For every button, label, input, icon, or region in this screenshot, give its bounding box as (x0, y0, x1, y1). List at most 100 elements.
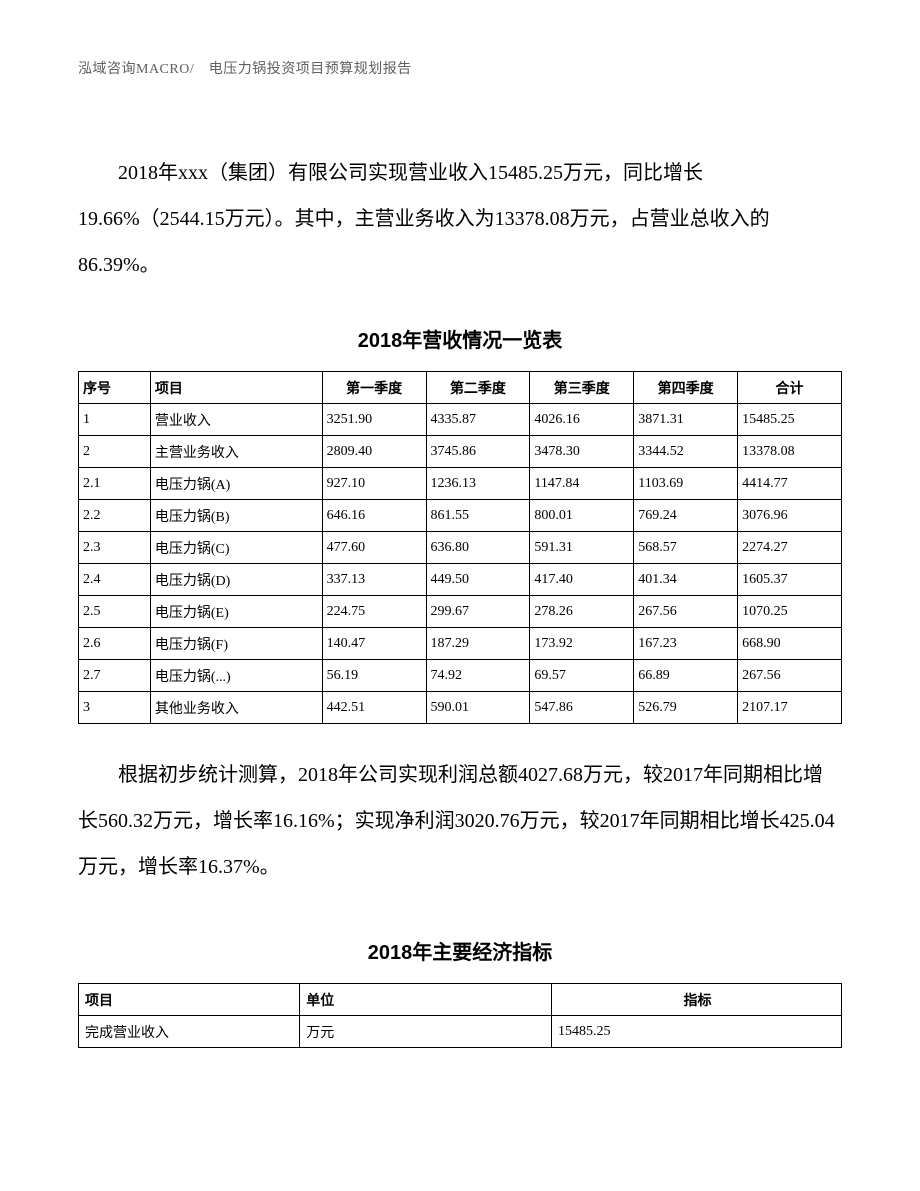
revenue-table-body: 1营业收入3251.904335.874026.163871.3115485.2… (79, 404, 842, 724)
table-row: 1营业收入3251.904335.874026.163871.3115485.2… (79, 404, 842, 436)
table-cell: 2.3 (79, 532, 151, 564)
table-cell: 800.01 (530, 500, 634, 532)
table-cell: 电压力锅(C) (150, 532, 322, 564)
table-cell: 15485.25 (738, 404, 842, 436)
table-cell: 927.10 (322, 468, 426, 500)
indicator-table-title: 2018年主要经济指标 (78, 936, 842, 965)
table-cell: 1236.13 (426, 468, 530, 500)
table-cell: 401.34 (634, 564, 738, 596)
table-cell: 1605.37 (738, 564, 842, 596)
table-cell: 其他业务收入 (150, 692, 322, 724)
table-cell: 3 (79, 692, 151, 724)
table-cell: 电压力锅(E) (150, 596, 322, 628)
table-cell: 224.75 (322, 596, 426, 628)
intro-paragraph: 2018年xxx（集团）有限公司实现营业收入15485.25万元，同比增长19.… (78, 150, 842, 288)
col-header: 第三季度 (530, 372, 634, 404)
table-cell: 636.80 (426, 532, 530, 564)
table-row: 完成营业收入万元15485.25 (79, 1016, 842, 1048)
table-cell: 电压力锅(A) (150, 468, 322, 500)
table-cell: 449.50 (426, 564, 530, 596)
table-cell: 2274.27 (738, 532, 842, 564)
table-cell: 15485.25 (552, 1016, 842, 1048)
table-cell: 2 (79, 436, 151, 468)
table-row: 2.4电压力锅(D)337.13449.50417.40401.341605.3… (79, 564, 842, 596)
table-cell: 3076.96 (738, 500, 842, 532)
table-cell: 电压力锅(...) (150, 660, 322, 692)
table-cell: 4335.87 (426, 404, 530, 436)
table-cell: 营业收入 (150, 404, 322, 436)
table-cell: 1147.84 (530, 468, 634, 500)
table-cell: 278.26 (530, 596, 634, 628)
table-cell: 187.29 (426, 628, 530, 660)
table-cell: 140.47 (322, 628, 426, 660)
table-cell: 1103.69 (634, 468, 738, 500)
table-cell: 3745.86 (426, 436, 530, 468)
col-header: 项目 (150, 372, 322, 404)
col-header: 第一季度 (322, 372, 426, 404)
table-cell: 电压力锅(B) (150, 500, 322, 532)
indicator-table-body: 完成营业收入万元15485.25 (79, 1016, 842, 1048)
table-row: 2.2电压力锅(B)646.16861.55800.01769.243076.9… (79, 500, 842, 532)
table-row: 2.5电压力锅(E)224.75299.67278.26267.561070.2… (79, 596, 842, 628)
table-cell: 3871.31 (634, 404, 738, 436)
revenue-table: 序号 项目 第一季度 第二季度 第三季度 第四季度 合计 1营业收入3251.9… (78, 371, 842, 724)
table-cell: 442.51 (322, 692, 426, 724)
table-cell: 2.2 (79, 500, 151, 532)
table-cell: 电压力锅(F) (150, 628, 322, 660)
table-cell: 1070.25 (738, 596, 842, 628)
table-cell: 591.31 (530, 532, 634, 564)
table-cell: 646.16 (322, 500, 426, 532)
table-row: 2.7电压力锅(...)56.1974.9269.5766.89267.56 (79, 660, 842, 692)
table-cell: 337.13 (322, 564, 426, 596)
table-cell: 267.56 (634, 596, 738, 628)
table-cell: 1 (79, 404, 151, 436)
table-cell: 2809.40 (322, 436, 426, 468)
table-cell: 547.86 (530, 692, 634, 724)
table-cell: 861.55 (426, 500, 530, 532)
table-cell: 4026.16 (530, 404, 634, 436)
table-cell: 3251.90 (322, 404, 426, 436)
table-cell: 2.4 (79, 564, 151, 596)
table-cell: 电压力锅(D) (150, 564, 322, 596)
table-cell: 69.57 (530, 660, 634, 692)
table-row: 2.6电压力锅(F)140.47187.29173.92167.23668.90 (79, 628, 842, 660)
table-cell: 417.40 (530, 564, 634, 596)
table-header-row: 序号 项目 第一季度 第二季度 第三季度 第四季度 合计 (79, 372, 842, 404)
table-cell: 477.60 (322, 532, 426, 564)
profit-paragraph: 根据初步统计测算，2018年公司实现利润总额4027.68万元，较2017年同期… (78, 752, 842, 890)
col-header: 第二季度 (426, 372, 530, 404)
table-cell: 74.92 (426, 660, 530, 692)
table-cell: 299.67 (426, 596, 530, 628)
page-header: 泓域咨询MACRO/ 电压力锅投资项目预算规划报告 (78, 58, 842, 78)
table-cell: 完成营业收入 (79, 1016, 300, 1048)
table-cell: 173.92 (530, 628, 634, 660)
col-header: 第四季度 (634, 372, 738, 404)
col-header: 序号 (79, 372, 151, 404)
table-row: 2主营业务收入2809.403745.863478.303344.5213378… (79, 436, 842, 468)
table-row: 2.1电压力锅(A)927.101236.131147.841103.69441… (79, 468, 842, 500)
indicator-table: 项目 单位 指标 完成营业收入万元15485.25 (78, 983, 842, 1048)
col-header: 单位 (300, 984, 552, 1016)
table-row: 3其他业务收入442.51590.01547.86526.792107.17 (79, 692, 842, 724)
table-cell: 万元 (300, 1016, 552, 1048)
table-cell: 3344.52 (634, 436, 738, 468)
table-cell: 267.56 (738, 660, 842, 692)
table-cell: 2107.17 (738, 692, 842, 724)
table-header-row: 项目 单位 指标 (79, 984, 842, 1016)
table-cell: 66.89 (634, 660, 738, 692)
table-cell: 2.1 (79, 468, 151, 500)
table-cell: 568.57 (634, 532, 738, 564)
table-cell: 590.01 (426, 692, 530, 724)
table-cell: 3478.30 (530, 436, 634, 468)
table-cell: 4414.77 (738, 468, 842, 500)
table-cell: 2.7 (79, 660, 151, 692)
table-cell: 526.79 (634, 692, 738, 724)
table-cell: 56.19 (322, 660, 426, 692)
revenue-table-title: 2018年营收情况一览表 (78, 324, 842, 353)
table-cell: 2.5 (79, 596, 151, 628)
table-cell: 167.23 (634, 628, 738, 660)
table-row: 2.3电压力锅(C)477.60636.80591.31568.572274.2… (79, 532, 842, 564)
col-header: 项目 (79, 984, 300, 1016)
table-cell: 13378.08 (738, 436, 842, 468)
table-cell: 主营业务收入 (150, 436, 322, 468)
